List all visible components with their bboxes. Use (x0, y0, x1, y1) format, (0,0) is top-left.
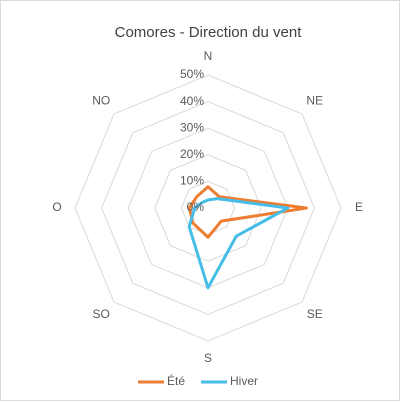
grid-line (180, 180, 236, 236)
grid-line (74, 74, 342, 342)
legend-label: Été (167, 373, 185, 388)
category-label: N (204, 49, 213, 63)
chart-title: Comores - Direction du vent (115, 24, 303, 41)
y-tick-label: 40% (180, 94, 204, 108)
category-label: E (355, 200, 363, 214)
grid-line (101, 101, 315, 315)
category-label: NO (92, 93, 110, 107)
y-tick-label: 50% (180, 67, 204, 81)
category-label: NE (306, 93, 323, 107)
category-label: SE (307, 307, 323, 321)
category-label: O (52, 200, 61, 214)
y-tick-label: 10% (180, 174, 204, 188)
series-line (187, 197, 290, 290)
category-label: SO (93, 307, 110, 321)
y-tick-label: 30% (180, 120, 204, 134)
y-tick-label: 0% (187, 200, 205, 214)
legend-label: Hiver (230, 374, 258, 388)
category-label: S (204, 351, 212, 365)
y-tick-label: 20% (180, 147, 204, 161)
series-line (187, 185, 308, 239)
grid-line (154, 154, 262, 262)
